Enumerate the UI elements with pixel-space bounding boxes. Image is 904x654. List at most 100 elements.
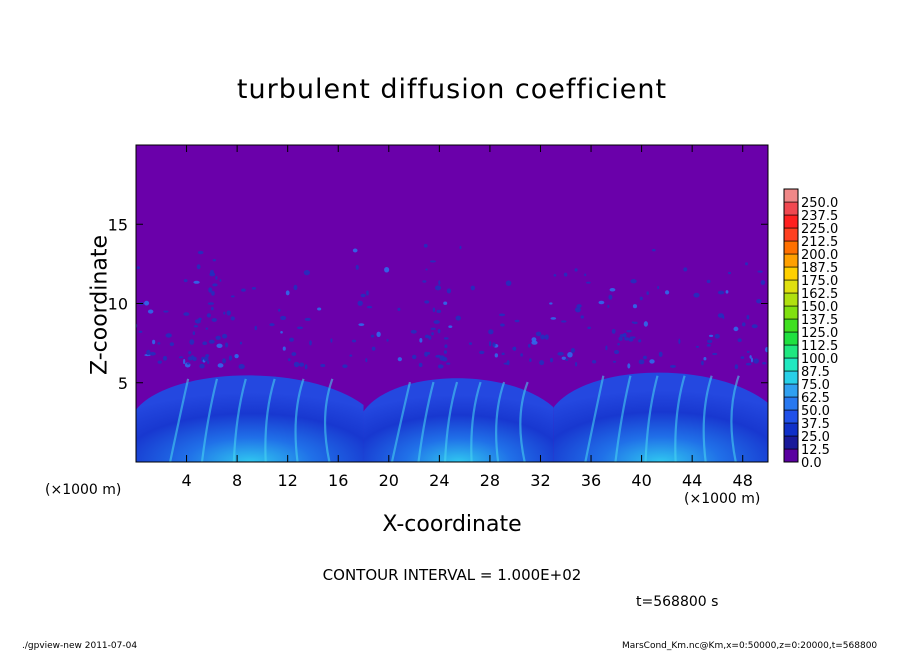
turbulence-blob — [563, 272, 568, 277]
turbulence-blob — [633, 321, 638, 325]
colorbar-label: 212.5 — [801, 235, 838, 250]
turbulence-blob — [219, 279, 222, 282]
turbulence-blob — [296, 326, 304, 330]
turbulence-blob — [352, 248, 358, 253]
colorbar-label: 62.5 — [801, 391, 830, 406]
colorbar-swatch — [783, 240, 799, 255]
turbulence-blob — [531, 337, 537, 342]
turbulence-blob — [756, 299, 762, 304]
colorbar-label: 175.0 — [801, 274, 838, 289]
turbulence-blob — [505, 280, 512, 286]
turbulence-blob — [384, 266, 390, 273]
turbulence-blob — [208, 287, 213, 293]
turbulence-blob — [567, 351, 573, 358]
plume-streak — [443, 381, 459, 462]
turbulence-blob — [424, 351, 429, 357]
turbulence-blob — [149, 351, 156, 356]
turbulence-blob — [178, 356, 184, 359]
turbulence-blob — [138, 330, 143, 333]
turbulence-blob — [549, 357, 554, 363]
plume-streak — [519, 381, 529, 462]
turbulence-blob — [443, 350, 448, 354]
turbulence-blob — [540, 334, 546, 340]
turbulence-blob — [740, 356, 745, 359]
turbulence-blob — [459, 245, 462, 250]
turbulence-blob — [712, 352, 718, 356]
turbulence-blob — [737, 338, 742, 343]
plot-area — [135, 144, 769, 463]
turbulence-blob — [630, 279, 637, 284]
turbulence-blob — [631, 321, 635, 324]
turbulence-blob — [433, 320, 440, 324]
y-tick-label: 10 — [108, 295, 128, 314]
colorbar-swatch — [783, 227, 799, 242]
turbulence-blob — [436, 309, 442, 313]
turbulence-blob — [444, 344, 448, 349]
turbulence-blob — [157, 342, 161, 345]
colorbar-label: 112.5 — [801, 339, 838, 354]
turbulence-blob — [282, 346, 286, 351]
turbulence-blob — [188, 350, 192, 355]
turbulence-blob — [709, 334, 714, 338]
turbulence-blob — [646, 291, 649, 295]
turbulence-blob — [225, 342, 229, 348]
turbulence-blob — [192, 331, 196, 336]
turbulence-blob — [223, 311, 226, 315]
turbulence-blob — [643, 321, 648, 327]
turbulence-blob — [304, 317, 311, 321]
x-tick-label: 32 — [530, 471, 550, 490]
plume-streak — [169, 378, 190, 462]
turbulence-blob — [745, 362, 752, 366]
turbulence-blob — [371, 346, 376, 351]
turbulence-blob — [442, 356, 448, 362]
turbulence-blob — [226, 310, 231, 316]
turbulence-blob — [753, 358, 759, 364]
turbulence-blob — [765, 347, 768, 353]
turbulence-blob — [618, 336, 623, 341]
turbulence-blob — [727, 271, 732, 275]
turbulence-blob — [419, 337, 423, 343]
plume-streak — [294, 378, 305, 462]
plume-streak — [264, 378, 276, 462]
turbulence-blob — [370, 334, 375, 338]
colorbar-swatch — [783, 214, 799, 229]
turbulence-blob — [230, 295, 235, 298]
x-tick-label: 44 — [682, 471, 702, 490]
colorbar-label: 37.5 — [801, 417, 830, 432]
turbulence-blob — [289, 337, 294, 342]
turbulence-blob — [561, 320, 567, 323]
turbulence-blob — [649, 359, 655, 364]
plume-streak — [674, 375, 686, 462]
turbulence-blob — [626, 330, 632, 333]
turbulence-blob — [157, 360, 162, 364]
plume-streak — [470, 381, 482, 462]
turbulence-blob — [557, 352, 564, 356]
turbulence-blob — [657, 285, 660, 290]
colorbar-label: 87.5 — [801, 365, 830, 380]
x-tick-label: 16 — [328, 471, 348, 490]
colorbar-swatch — [783, 396, 799, 411]
turbulence-blob — [254, 325, 257, 331]
turbulence-blob — [632, 304, 638, 309]
turbulence-blob — [535, 331, 542, 337]
turbulence-blob — [183, 279, 188, 283]
turbulence-blob — [750, 357, 753, 363]
turbulence-blob — [607, 304, 610, 308]
colorbar-swatch — [783, 344, 799, 359]
turbulence-blob — [397, 357, 402, 362]
turbulence-blob — [193, 325, 199, 328]
plume-streak — [495, 381, 506, 462]
turbulence-blob — [468, 342, 473, 345]
turbulence-blob — [210, 306, 214, 311]
colorbar-swatch — [783, 292, 799, 307]
plume-streak — [200, 378, 219, 462]
turbulence-blob — [203, 356, 209, 362]
turbulence-blob — [580, 315, 584, 319]
turbulence-blob — [304, 364, 308, 370]
turbulence-blob — [187, 356, 194, 361]
turbulence-blob — [678, 338, 681, 345]
y-axis: 5 10 15 — [108, 215, 768, 393]
plume-streak — [417, 381, 435, 462]
turbulence-blob — [527, 343, 531, 348]
